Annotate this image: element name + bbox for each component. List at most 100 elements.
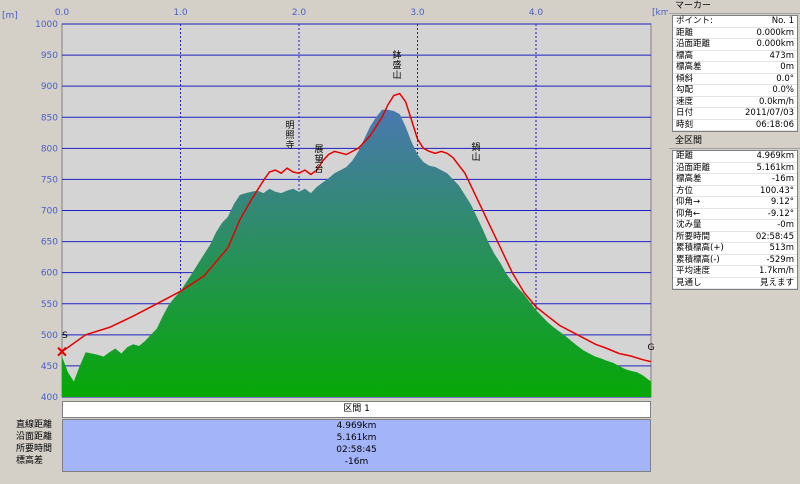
panel-row: 傾斜 0.0°: [673, 73, 797, 85]
panel-row-label: 平均速度: [676, 266, 711, 276]
panel-row-label: 日付: [676, 108, 694, 118]
panel-row-label: 距離: [676, 151, 694, 161]
panel-row: 平均速度 1.7km/h: [673, 266, 797, 278]
panel-row-label: 標高: [676, 50, 694, 61]
panel-row-value: 0.0%: [772, 85, 794, 95]
panel-row-value: 4.969km: [756, 151, 794, 161]
annotation-3: 展望台: [314, 144, 323, 175]
panel-row-value: 02:58:45: [755, 231, 794, 242]
annotation-peak: 鉢盛山: [392, 49, 401, 81]
marker-panel-header: マーカー: [669, 0, 800, 14]
panel-row-value: 9.12°: [770, 197, 794, 207]
panel-row: 見通し 見えます: [673, 277, 797, 289]
annotation-char: 山: [471, 152, 480, 163]
panel-row-label: 速度: [676, 96, 694, 107]
summary-value: 02:58:45: [336, 445, 377, 455]
start-x-mark: [57, 346, 67, 357]
y-tick-label: 700: [41, 207, 58, 217]
panel-row: 所要時間 02:58:45: [673, 231, 797, 243]
panel-row: 距離 4.969km: [673, 151, 797, 163]
panel-row-value: 1.7km/h: [759, 266, 794, 276]
panel-row-value: -16m: [771, 174, 794, 184]
start-marker-label: S: [62, 331, 68, 341]
annotation-2: 明照寺: [285, 120, 294, 151]
x-unit-label: [km]: [652, 8, 668, 18]
x-tick-label: 3.0: [410, 8, 425, 18]
panel-row: 方位 100.43°: [673, 185, 797, 197]
terrain-area: [62, 109, 651, 398]
panel-row-label: 時刻: [676, 119, 694, 130]
full-panel-header: 全区間: [669, 135, 800, 149]
y-tick-label: 850: [41, 113, 58, 123]
panel-row-label: ポイント:: [676, 16, 713, 26]
panel-row-value: 0.0km/h: [759, 96, 794, 107]
panel-row-value: 0m: [780, 62, 794, 72]
x-tick-label: 2.0: [292, 8, 307, 18]
panel-row-value: -529m: [766, 254, 794, 265]
y-unit-label: [m]: [2, 11, 18, 21]
panel-row-label: 傾斜: [676, 73, 694, 84]
panel-row: 標高差 0m: [673, 62, 797, 74]
annotation-char: 台: [314, 163, 323, 175]
annotation-char: 展: [314, 144, 323, 155]
summary-labels: 直線距離 沿面距離 所要時間 標高差: [0, 419, 62, 467]
summary-label: 直線距離: [16, 420, 53, 430]
annotation-char: 鉢: [392, 49, 401, 61]
route-line: [61, 92, 652, 363]
annotation-char: S: [62, 331, 68, 341]
annotation-char: 山: [392, 70, 401, 81]
annotation-char: 鍋: [471, 141, 480, 153]
panel-row: 沈み量 -0m: [673, 220, 797, 232]
panel-row-label: 距離: [676, 27, 694, 38]
annotation-char: 照: [285, 130, 294, 141]
panel-row: 累積標高(-) -529m: [673, 254, 797, 266]
annotation-4: 鍋山: [471, 141, 480, 163]
panel-row-value: -9.12°: [767, 208, 794, 219]
y-tick-label: 650: [41, 238, 58, 248]
x-tick-label: 0.0: [55, 8, 70, 18]
y-tick-label: 1000: [35, 20, 58, 30]
annotation-char: 盛: [392, 59, 401, 71]
panel-row-value: 5.161km: [756, 162, 794, 173]
y-tick-label: 400: [41, 393, 58, 400]
elevation-chart-svg: 400 450 500 550 600 650 700 750 800 850 900 950 1000…: [2, 8, 668, 400]
summary-value: 4.969km: [336, 421, 377, 431]
panel-row-label: 沈み量: [676, 220, 702, 230]
panel-row-label: 見通し: [676, 277, 702, 288]
panel-row-value: -0m: [777, 220, 794, 230]
panel-row: 勾配 0.0%: [673, 85, 797, 97]
panel-row: ポイント: No. 1: [673, 16, 797, 28]
summary-values: 4.969km 5.161km 02:58:45 -16m: [62, 419, 651, 472]
x-tick-label: 4.0: [529, 8, 544, 18]
annotation-char: 寺: [285, 140, 294, 151]
panel-row: 標高 473m: [673, 50, 797, 62]
panel-row-value: 2011/07/03: [745, 108, 794, 118]
summary-label: 標高差: [16, 456, 44, 466]
panel-row: 沿面距離 0.000km: [673, 39, 797, 51]
marker-table: ポイント: No. 1 距離 0.000km 沿面距離 0.000km 標高 473m 標高差 0…: [672, 15, 798, 132]
panel-row-label: 方位: [676, 185, 694, 196]
panel-row: 距離 0.000km: [673, 27, 797, 39]
y-tick-label: 450: [41, 362, 58, 372]
full-table: 距離 4.969km 沿面距離 5.161km 標高差 -16m 方位 100.43° 仰角→ 9…: [672, 150, 798, 290]
panel-row-label: 仰角←: [676, 208, 701, 219]
x-tick-label: 1.0: [173, 8, 188, 18]
panel-row-label: 沿面距離: [676, 162, 711, 173]
panel-row-value: 0.000km: [756, 39, 794, 49]
panel-row: 速度 0.0km/h: [673, 96, 797, 108]
panel-row-label: 累積標高(-): [676, 254, 720, 265]
y-tick-label: 750: [41, 175, 58, 185]
panel-row: 沿面距離 5.161km: [673, 162, 797, 174]
panel-row: 仰角← -9.12°: [673, 208, 797, 220]
y-tick-label: 800: [41, 144, 58, 154]
panel-row-label: 標高差: [676, 62, 702, 72]
summary-label: 沿面距離: [16, 432, 53, 442]
panel-row-label: 所要時間: [676, 231, 711, 242]
y-tick-label: 550: [41, 300, 58, 310]
elevation-chart: 400 450 500 550 600 650 700 750 800 850 900 950 1000…: [2, 8, 668, 400]
panel-row-value: 0.000km: [756, 27, 794, 38]
y-tick-label: 950: [41, 51, 58, 61]
y-tick-label: 900: [41, 82, 58, 92]
y-tick-label: 500: [41, 331, 58, 341]
panel-row-label: 仰角→: [676, 197, 701, 207]
